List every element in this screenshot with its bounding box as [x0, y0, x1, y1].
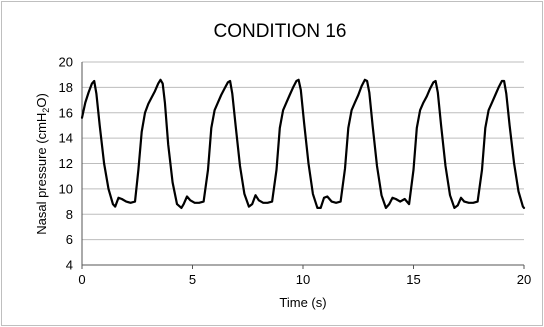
y-axis-label-end: O) [34, 93, 49, 107]
y-tick-label-16: 16 [59, 105, 73, 120]
y-tick-labels: 4 6 8 10 12 14 16 18 20 [59, 55, 73, 273]
x-axis-label: Time (s) [279, 295, 326, 310]
y-tick-label-6: 6 [66, 232, 73, 247]
x-tick-label-20: 20 [517, 272, 531, 287]
y-tick-label-18: 18 [59, 80, 73, 95]
gridlines [82, 61, 524, 266]
y-axis-label: Nasal pressure (cmH2O) [34, 93, 51, 235]
y-tick-label-8: 8 [66, 207, 73, 222]
y-tick-label-14: 14 [59, 131, 73, 146]
chart-title: CONDITION 16 [213, 21, 346, 42]
y-axis-label-main: Nasal pressure (cmH [34, 113, 49, 235]
y-tick-label-12: 12 [59, 156, 73, 171]
series-group [80, 78, 526, 209]
axes [81, 62, 525, 269]
x-tick-label-10: 10 [296, 272, 310, 287]
series-line-0 [80, 78, 526, 209]
y-tick-label-10: 10 [59, 181, 73, 196]
y-axis-label-subscript: 2 [41, 108, 51, 113]
y-tick-label-20: 20 [59, 55, 73, 70]
x-tick-labels: 0 5 10 15 20 [78, 272, 531, 287]
x-tick-label-0: 0 [78, 272, 85, 287]
y-tick-label-4: 4 [66, 258, 73, 273]
x-tick-label-15: 15 [406, 272, 420, 287]
x-tick-label-5: 5 [189, 272, 196, 287]
